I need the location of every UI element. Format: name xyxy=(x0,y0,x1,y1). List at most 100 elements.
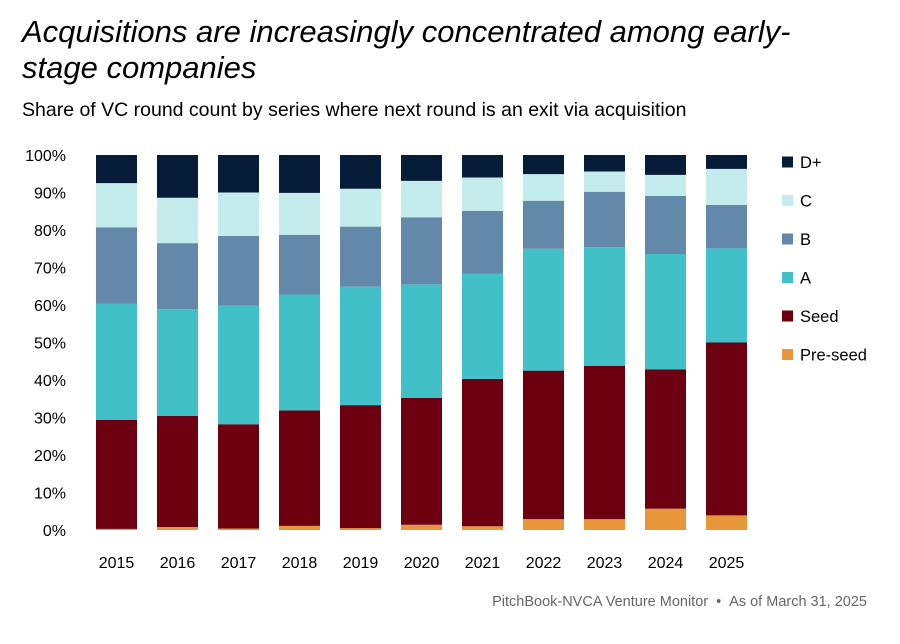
x-tick-label: 2024 xyxy=(648,555,684,572)
bar-segment xyxy=(96,303,137,420)
bar-segment xyxy=(218,424,259,529)
bar-segment xyxy=(218,192,259,236)
x-tick-label: 2019 xyxy=(343,555,379,572)
bar-segment xyxy=(279,234,320,295)
bar-segment xyxy=(401,524,442,530)
bar-segment xyxy=(645,195,686,254)
bar-segment xyxy=(401,155,442,181)
bar-segment xyxy=(340,226,381,287)
legend-label: Pre-seed xyxy=(800,347,867,365)
y-tick-label: 60% xyxy=(34,298,66,315)
bar-segment xyxy=(645,254,686,370)
bar-segment xyxy=(462,155,503,178)
x-tick-label: 2025 xyxy=(709,555,745,572)
bar-segment xyxy=(401,217,442,285)
chart-subtitle: Share of VC round count by series where … xyxy=(22,99,687,121)
bar-segment xyxy=(584,191,625,248)
bar-segment xyxy=(340,286,381,406)
bar-segment xyxy=(645,174,686,196)
bar-segment xyxy=(706,204,747,249)
bar-segment xyxy=(157,527,198,530)
bar-segment xyxy=(340,528,381,531)
bar-segment xyxy=(96,528,137,531)
x-tick-label: 2021 xyxy=(465,555,501,572)
legend-label: B xyxy=(800,231,811,249)
bar-segment xyxy=(645,155,686,175)
legend-label: A xyxy=(800,270,811,288)
bar-segment xyxy=(218,236,259,306)
x-tick-label: 2020 xyxy=(404,555,440,572)
legend-label: C xyxy=(800,193,812,211)
y-tick-label: 100% xyxy=(25,148,66,165)
bar-segment xyxy=(584,519,625,531)
legend-label: D+ xyxy=(800,154,822,172)
bar-segment xyxy=(645,369,686,509)
source-note: PitchBook-NVCA Venture Monitor • As of Mar… xyxy=(492,594,867,610)
bar-segment xyxy=(157,155,198,198)
y-tick-label: 0% xyxy=(43,523,66,540)
source-separator: • xyxy=(716,594,722,610)
y-tick-label: 40% xyxy=(34,373,66,390)
bar-segment xyxy=(279,525,320,531)
bar-segment xyxy=(157,309,198,417)
bar-segment xyxy=(279,410,320,526)
x-tick-label: 2017 xyxy=(221,555,257,572)
bar-segment xyxy=(218,528,259,530)
legend-swatch xyxy=(782,195,793,206)
bar-segment xyxy=(462,273,503,379)
bar-segment xyxy=(706,155,747,169)
bar-segment xyxy=(706,168,747,205)
bar-segment xyxy=(706,342,747,516)
bar-segment xyxy=(706,515,747,531)
legend-label: Seed xyxy=(800,308,839,326)
bar-segment xyxy=(340,188,381,227)
bar-segment xyxy=(96,419,137,529)
bar-segment xyxy=(462,378,503,527)
bar-segment xyxy=(96,155,137,184)
y-tick-label: 80% xyxy=(34,223,66,240)
bar-segment xyxy=(401,284,442,399)
bar-segment xyxy=(279,294,320,411)
legend-swatch xyxy=(782,156,793,168)
bar-segment xyxy=(401,180,442,218)
bar-segment xyxy=(584,155,625,172)
bar-segment xyxy=(218,305,259,425)
bar-segment xyxy=(523,248,564,371)
y-tick-label: 10% xyxy=(34,486,66,503)
bar-segment xyxy=(340,405,381,529)
bar-segment xyxy=(157,197,198,244)
bar-segment xyxy=(645,508,686,531)
bar-segment xyxy=(523,155,564,175)
bar-segment xyxy=(523,174,564,201)
bar-segment xyxy=(96,183,137,228)
y-tick-label: 50% xyxy=(34,336,66,353)
bar-segment xyxy=(584,247,625,366)
bar-segment xyxy=(462,210,503,274)
bar-segment xyxy=(523,200,564,249)
y-tick-label: 70% xyxy=(34,261,66,278)
x-tick-label: 2018 xyxy=(282,555,318,572)
bar-segment xyxy=(279,192,320,235)
legend-swatch xyxy=(782,272,793,283)
y-tick-label: 90% xyxy=(34,186,66,203)
bar-segment xyxy=(218,155,259,193)
bar-segment xyxy=(584,365,625,520)
bar-segment xyxy=(401,398,442,525)
source-publisher: PitchBook-NVCA Venture Monitor xyxy=(492,594,709,610)
legend-swatch xyxy=(782,310,793,322)
bar-segment xyxy=(340,155,381,189)
x-tick-label: 2016 xyxy=(160,555,196,572)
x-tick-label: 2015 xyxy=(99,555,135,572)
bar-segment xyxy=(157,243,198,310)
bar-segment xyxy=(706,248,747,343)
bar-segment xyxy=(462,526,503,530)
bar-segment xyxy=(157,416,198,527)
bar-segment xyxy=(279,155,320,193)
x-tick-label: 2023 xyxy=(587,555,623,572)
bar-segment xyxy=(584,171,625,192)
y-tick-label: 30% xyxy=(34,411,66,428)
legend-swatch xyxy=(782,233,793,245)
chart-title: Acquisitions are increasingly concentrat… xyxy=(22,14,791,85)
x-tick-label: 2022 xyxy=(526,555,562,572)
